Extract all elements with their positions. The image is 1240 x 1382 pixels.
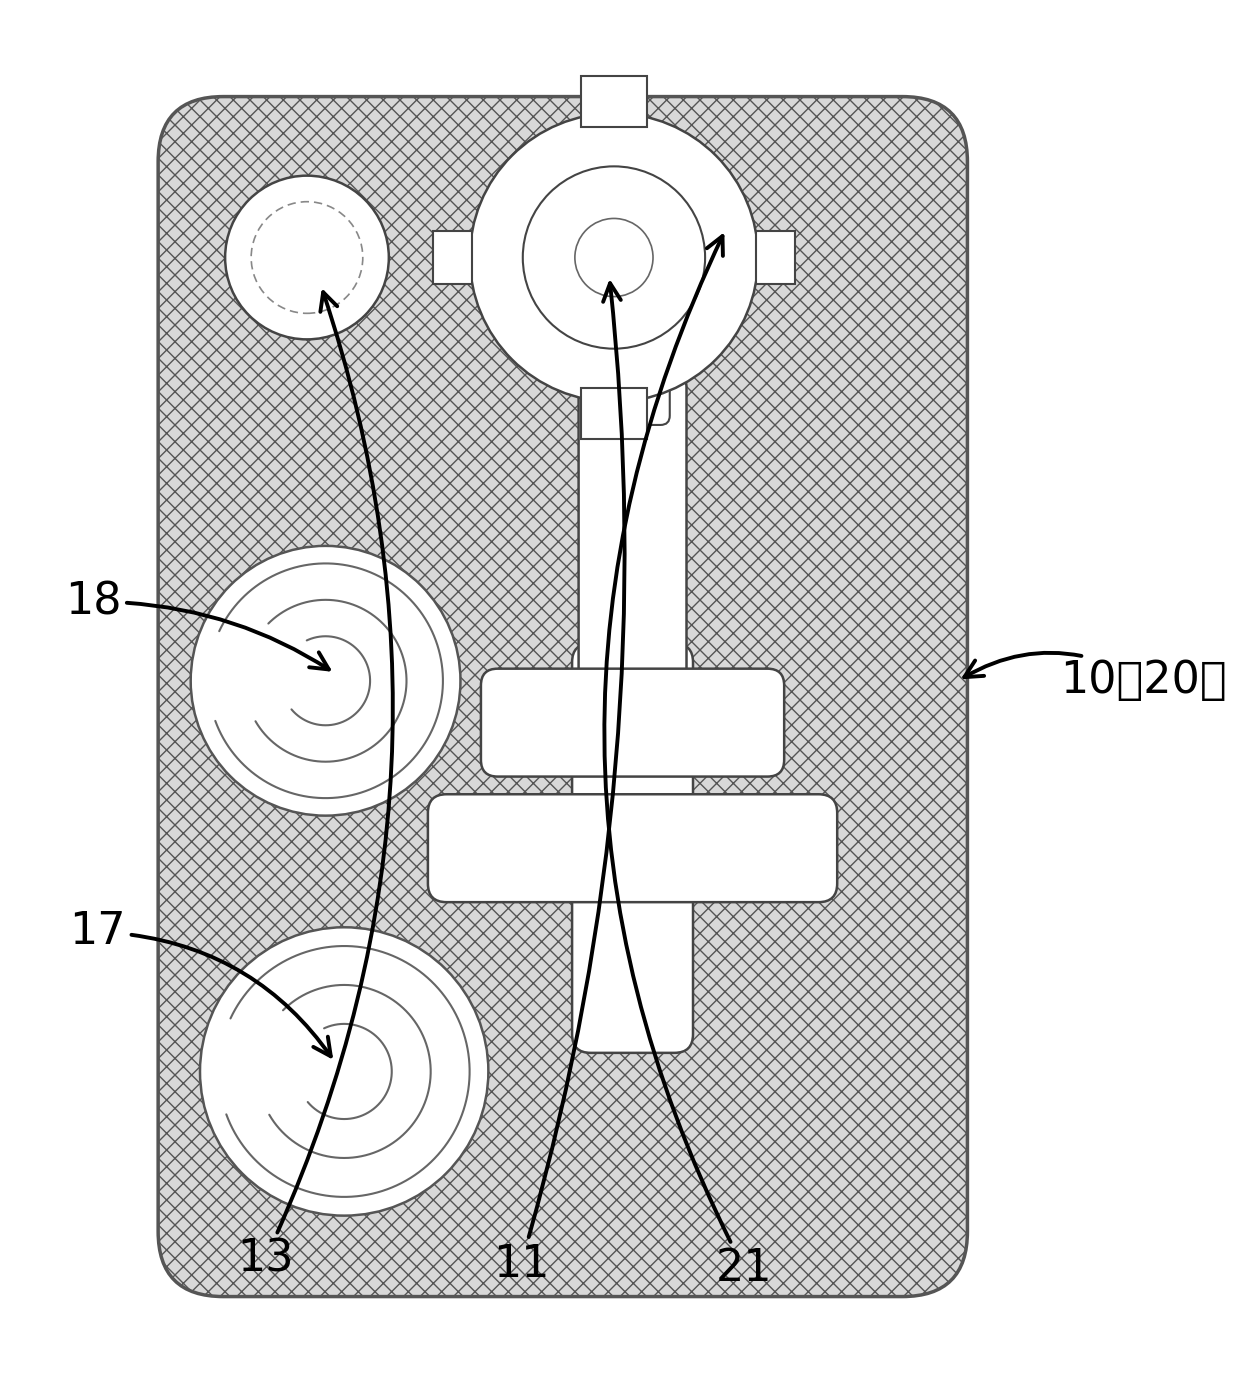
Circle shape	[226, 176, 389, 340]
FancyBboxPatch shape	[595, 332, 670, 424]
Text: 10（20）: 10（20）	[965, 652, 1228, 702]
Text: 18: 18	[64, 580, 329, 669]
Circle shape	[191, 546, 460, 815]
FancyBboxPatch shape	[428, 795, 837, 902]
Text: 11: 11	[492, 283, 625, 1285]
FancyBboxPatch shape	[582, 76, 646, 127]
FancyBboxPatch shape	[598, 813, 668, 883]
Text: 17: 17	[69, 911, 331, 1056]
FancyBboxPatch shape	[582, 388, 646, 439]
FancyBboxPatch shape	[433, 231, 471, 283]
FancyBboxPatch shape	[159, 97, 967, 1296]
Circle shape	[200, 927, 489, 1216]
FancyBboxPatch shape	[579, 370, 687, 749]
FancyBboxPatch shape	[756, 231, 795, 283]
Circle shape	[523, 166, 706, 348]
Circle shape	[470, 113, 758, 402]
Circle shape	[575, 218, 653, 297]
Text: 13: 13	[237, 292, 393, 1281]
Text: 21: 21	[604, 236, 773, 1291]
FancyBboxPatch shape	[572, 644, 693, 1053]
FancyBboxPatch shape	[598, 676, 668, 723]
FancyBboxPatch shape	[481, 669, 784, 777]
